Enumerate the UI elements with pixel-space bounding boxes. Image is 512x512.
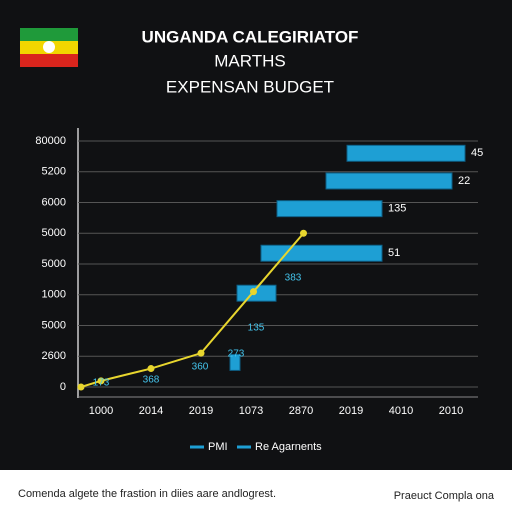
bar-label: 51	[388, 247, 400, 259]
x-tick-label: 1000	[89, 405, 113, 417]
annotation: 135	[248, 323, 265, 334]
bar	[260, 244, 383, 262]
bar	[346, 144, 466, 162]
y-tick-label: 5200	[42, 166, 66, 178]
x-tick-label: 2014	[139, 405, 163, 417]
y-tick-label: 5000	[42, 319, 66, 331]
point	[77, 383, 85, 391]
y-tick-label: 1000	[42, 289, 66, 301]
y-tick-label: 6000	[42, 196, 66, 208]
x-tick-label: 2019	[339, 405, 363, 417]
y-tick-label: 80000	[35, 135, 66, 147]
legend-label: Re Agarnents	[255, 441, 322, 453]
annotation: 273	[228, 349, 245, 360]
point	[197, 349, 205, 357]
x-tick-label: 2010	[439, 405, 463, 417]
bar-label: 135	[388, 203, 406, 215]
x-tick-label: 2019	[189, 405, 213, 417]
bar	[229, 353, 241, 371]
y-tick-label: 2600	[42, 350, 66, 362]
y-tick-label: 0	[60, 381, 66, 393]
bar	[276, 200, 383, 218]
flag	[20, 28, 78, 67]
chart-title: MARTHS	[214, 51, 285, 70]
background	[0, 0, 512, 470]
point	[250, 288, 257, 296]
point	[97, 377, 105, 385]
point	[300, 229, 307, 237]
annotation: 368	[143, 375, 160, 386]
footer-left: Comenda algete the frastion in diies aar…	[18, 488, 276, 500]
x-tick-label: 1073	[239, 405, 263, 417]
flag-stripe	[20, 28, 78, 41]
chart-title: UNGANDA CALEGIRIATOF	[142, 27, 359, 46]
bar-label: 45	[471, 147, 483, 159]
flag-stripe	[20, 54, 78, 67]
bar	[325, 172, 453, 190]
bar-label: 22	[458, 175, 470, 187]
y-tick-label: 5000	[42, 227, 66, 239]
footer-right: Praeuct Compla ona	[394, 490, 495, 502]
chart-title: EXPENSAN BUDGET	[166, 77, 334, 96]
annotation: 383	[285, 273, 302, 284]
legend-label: PMI	[208, 441, 228, 453]
point	[147, 365, 155, 373]
x-tick-label: 4010	[389, 405, 413, 417]
y-tick-label: 5000	[42, 258, 66, 270]
annotation: 173	[93, 378, 110, 389]
flag-emblem	[43, 41, 55, 53]
annotation: 360	[192, 362, 209, 373]
x-tick-label: 2870	[289, 405, 313, 417]
